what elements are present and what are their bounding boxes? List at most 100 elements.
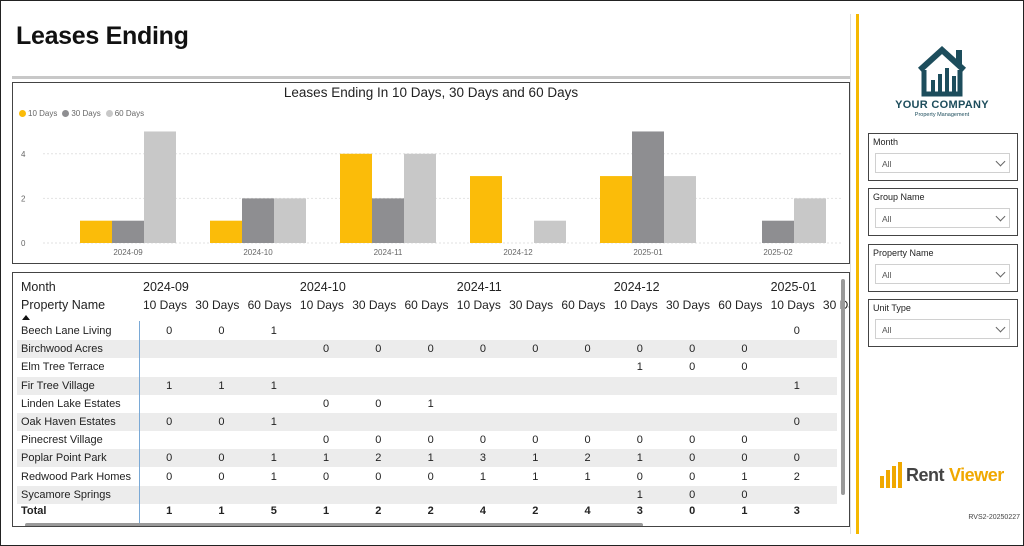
horizontal-scrollbar[interactable]	[25, 523, 643, 526]
table-row[interactable]	[17, 322, 837, 340]
property-name-dropdown[interactable]: All	[875, 264, 1010, 284]
bar-60-days-2025-02[interactable]	[794, 198, 826, 243]
y-tick-label: 4	[21, 150, 26, 159]
total-cell: 0	[689, 505, 696, 517]
sub-header-9: 10 Days	[613, 298, 658, 312]
matrix-body: Month Property Name 2024-09 2024-10 2024-11 2…	[13, 273, 849, 526]
sub-header-0: 10 Days	[143, 298, 188, 312]
table-cell: 0	[689, 488, 696, 501]
rentviewer-rent-text: Rent	[906, 465, 945, 485]
x-tick-label: 2024-10	[243, 248, 273, 257]
table-cell: 1	[218, 379, 225, 392]
slicer-month[interactable]: Month All	[868, 133, 1018, 181]
slicer-property-name[interactable]: Property Name All	[868, 244, 1018, 292]
total-cell: 4	[479, 505, 486, 517]
matrix-table[interactable]: Month Property Name 2024-09 2024-10 2024-11 2…	[12, 272, 850, 527]
bar-30-days-2025-02[interactable]	[762, 220, 794, 243]
table-cell: 0	[322, 434, 330, 447]
table-row[interactable]	[17, 449, 837, 468]
table-cell: 0	[793, 452, 800, 465]
total-cell: 2	[427, 505, 434, 517]
month-header-label: Month	[21, 280, 56, 294]
bar-10-days-2024-11[interactable]	[340, 153, 372, 243]
sub-header-11: 60 Days	[718, 298, 763, 312]
table-cell: 0	[741, 488, 748, 501]
vertical-scrollbar[interactable]	[841, 279, 845, 495]
total-cell: 3	[636, 505, 643, 517]
total-cell: 1	[322, 505, 330, 517]
dropdown-value: All	[882, 270, 892, 280]
property-name-header: Property Name	[21, 298, 106, 312]
bar-30-days-2024-10[interactable]	[242, 198, 274, 243]
table-cell: 0	[689, 343, 696, 356]
total-row-label: Total	[21, 505, 47, 517]
table-cell: 1	[636, 361, 643, 374]
sub-header-8: 60 Days	[561, 298, 606, 312]
bar-chart[interactable]: 0 2 4 2024-09 2024-10 2024-11 2024-12 2025-01 20…	[13, 83, 851, 265]
bar-10-days-2025-01[interactable]	[600, 176, 632, 243]
company-name: YOUR COMPANY	[895, 99, 989, 111]
table-cell: 0	[689, 434, 696, 447]
unit-type-dropdown[interactable]: All	[875, 319, 1010, 339]
bar-60-days-2024-09[interactable]	[144, 131, 176, 243]
slicer-label: Group Name	[873, 192, 925, 202]
bar-10-days-2024-10[interactable]	[210, 220, 242, 243]
table-cell: 0	[375, 470, 382, 483]
slicer-unit-type[interactable]: Unit Type All	[868, 299, 1018, 347]
table-row[interactable]	[17, 376, 837, 395]
table-cell: 0	[532, 343, 539, 356]
table-cell: 1	[270, 416, 277, 428]
legend-item-30-days[interactable]: 30 Days	[62, 109, 101, 118]
bar-60-days-2024-10[interactable]	[274, 198, 306, 243]
group-name-dropdown[interactable]: All	[875, 208, 1010, 228]
slicer-label: Property Name	[873, 248, 934, 258]
row-property-name: Linden Lake Estates	[21, 397, 121, 410]
table-row[interactable]	[17, 340, 837, 359]
row-header-separator	[139, 321, 140, 523]
table-cell: 0	[427, 470, 434, 483]
dropdown-value: All	[882, 325, 892, 335]
sub-header-12: 10 Days	[770, 298, 815, 312]
sub-header-5: 60 Days	[404, 298, 449, 312]
table-cell: 1	[270, 325, 277, 337]
bar-60-days-2024-11[interactable]	[404, 153, 436, 243]
table-row[interactable]	[17, 358, 837, 376]
bar-10-days-2024-09[interactable]	[80, 220, 112, 243]
table-row[interactable]	[17, 485, 837, 504]
slicer-group-name[interactable]: Group Name All	[868, 188, 1018, 236]
sub-header-7: 30 Days	[509, 298, 554, 312]
bar-10-days-2024-12[interactable]	[470, 176, 502, 243]
chevron-down-icon	[995, 267, 1006, 278]
bar-30-days-2024-09[interactable]	[112, 220, 144, 243]
row-property-name: Pinecrest Village	[21, 434, 103, 447]
row-property-name: Beech Lane Living	[21, 325, 112, 337]
chart-card[interactable]: 0 2 4 2024-09 2024-10 2024-11 2024-12 2025-01 20…	[12, 82, 850, 264]
bar-30-days-2025-01[interactable]	[632, 131, 664, 243]
sub-header-6: 10 Days	[456, 298, 501, 312]
bar-30-days-2024-11[interactable]	[372, 198, 404, 243]
table-cell: 1	[427, 397, 434, 410]
table-cell: 1	[532, 470, 539, 483]
table-row[interactable]	[17, 413, 837, 431]
x-tick-label: 2025-02	[763, 248, 793, 257]
y-tick-label: 2	[21, 194, 26, 203]
table-cell: 0	[479, 434, 486, 447]
row-property-name: Poplar Point Park	[21, 452, 107, 465]
chart-legend[interactable]: 10 Days 30 Days 60 Days	[19, 109, 144, 118]
bar-60-days-2025-01[interactable]	[664, 176, 696, 243]
table-cell: 0	[636, 343, 643, 356]
month-dropdown[interactable]: All	[875, 153, 1010, 173]
total-cell: 2	[375, 505, 382, 517]
legend-item-10-days[interactable]: 10 Days	[19, 109, 57, 118]
legend-dot-60-days	[105, 110, 113, 117]
legend-item-60-days[interactable]: 60 Days	[105, 109, 145, 118]
table-cell: 1	[793, 379, 800, 392]
total-cell: 1	[218, 505, 225, 517]
legend-label-60-days: 60 Days	[114, 109, 145, 118]
dropdown-value: All	[882, 214, 892, 224]
sort-ascending-icon[interactable]	[22, 315, 30, 320]
table-cell: 3	[479, 452, 486, 465]
table-cell: 1	[636, 488, 643, 501]
sub-header-10: 30 Days	[666, 298, 711, 312]
bar-60-days-2024-12[interactable]	[534, 220, 566, 243]
